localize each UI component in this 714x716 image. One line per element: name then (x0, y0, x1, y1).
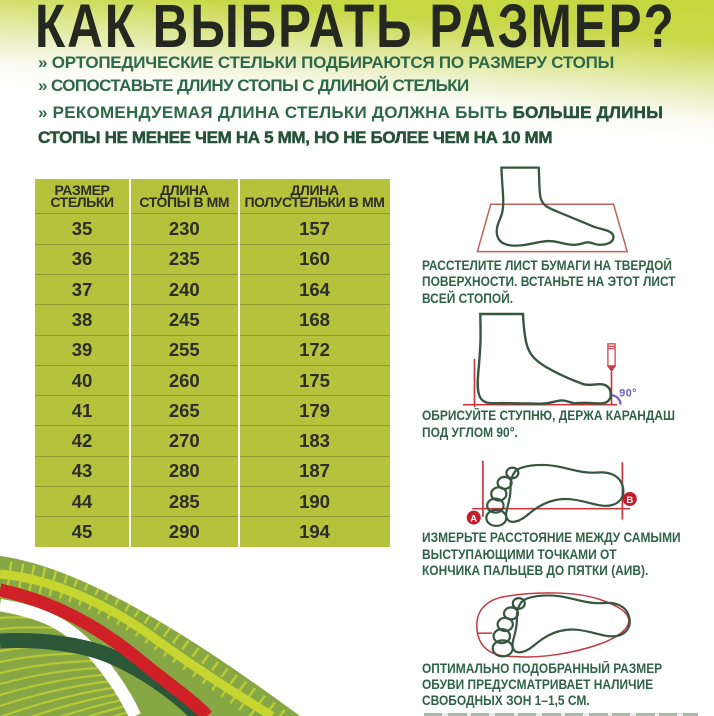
svg-text:А: А (470, 514, 477, 525)
svg-text:90°: 90° (619, 388, 637, 400)
svg-text:В: В (626, 495, 633, 506)
